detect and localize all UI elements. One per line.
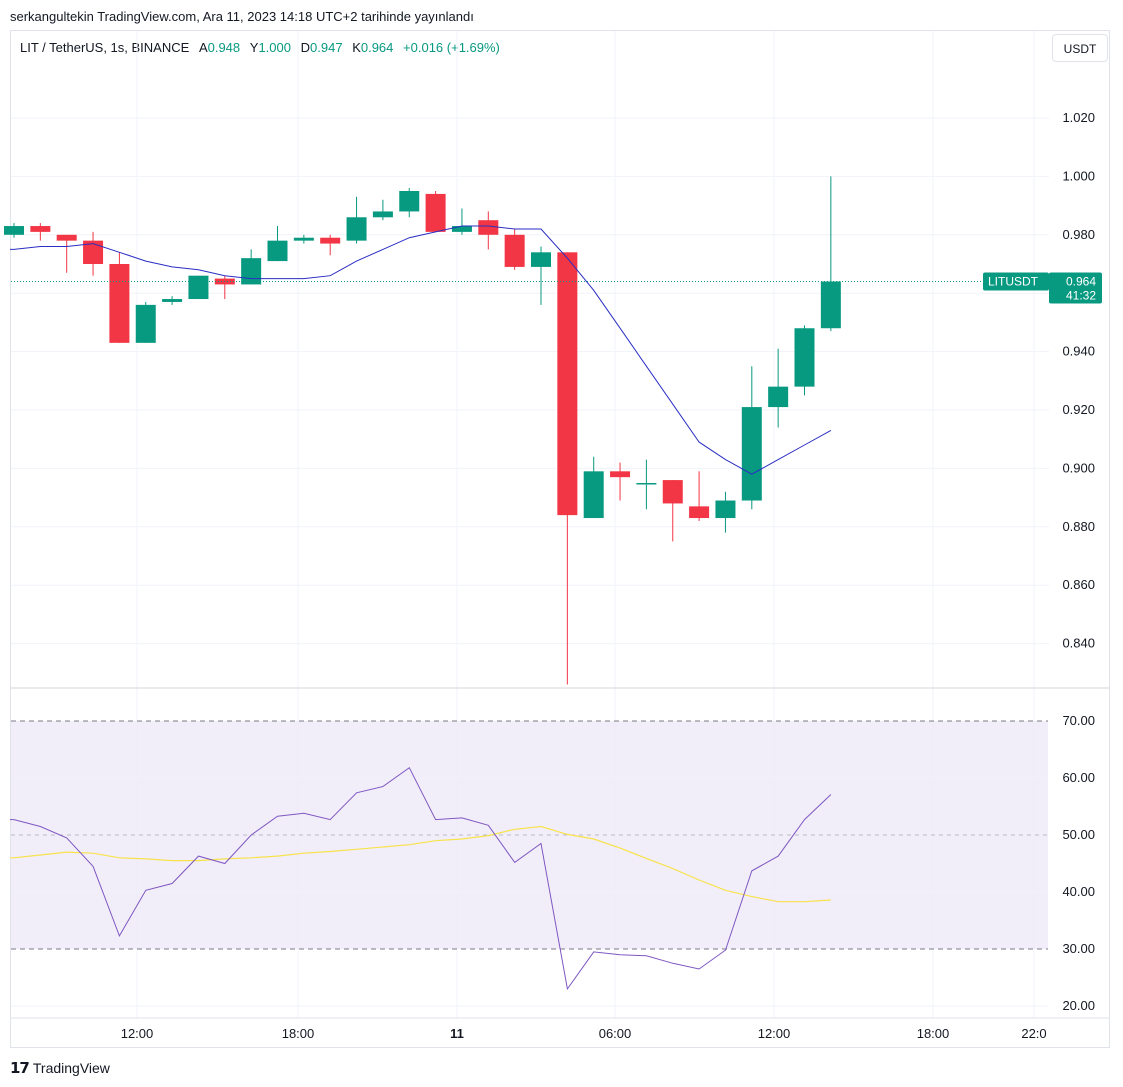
candle-body-7	[188, 275, 209, 300]
candle-body-15	[399, 191, 420, 212]
price-tick-2: 0.980	[1062, 227, 1095, 242]
open-value: 0.948	[207, 40, 241, 55]
price-tick-1: 1.000	[1062, 168, 1095, 183]
open-label: A	[198, 40, 208, 55]
rsi-tick-2: 50.00	[1062, 827, 1095, 842]
candle-body-24	[636, 483, 657, 485]
rsi-ma-line	[10, 825, 831, 903]
price-tick-7: 0.880	[1062, 519, 1095, 534]
price-tag-symbol-bg	[983, 272, 1049, 291]
price-tick-0: 1.020	[1062, 110, 1095, 125]
candle-body-23	[610, 471, 631, 478]
low-label: D	[300, 40, 311, 55]
price-axis: 1.0201.0000.9800.9600.9400.9200.9000.880…	[1062, 110, 1095, 1013]
price-tag-value: 0.964	[1066, 275, 1096, 289]
candle-body-18	[478, 220, 499, 235]
rsi-line	[10, 766, 832, 991]
rsi-lines	[10, 766, 832, 991]
time-tick-2: 11	[450, 1026, 464, 1041]
candles	[4, 176, 841, 685]
rsi-tick-5: 20.00	[1062, 998, 1095, 1013]
candle-body-4	[109, 264, 130, 343]
tradingview-logo-icon: 𝟭𝟳	[10, 1060, 30, 1077]
rsi-tick-4: 30.00	[1062, 941, 1095, 956]
candle-body-25	[662, 480, 683, 504]
published-note: serkangultekin TradingView.com, Ara 11, …	[10, 9, 474, 24]
candle-body-0	[4, 226, 24, 235]
candle-body-16	[425, 193, 446, 232]
candle-body-9	[241, 258, 262, 285]
candle-body-27	[715, 500, 736, 519]
candle-body-2	[56, 234, 77, 241]
price-tick-5: 0.920	[1062, 402, 1095, 417]
candle-body-17	[451, 226, 472, 232]
price-tick-6: 0.900	[1062, 460, 1095, 475]
low-value: 0.947	[310, 40, 343, 55]
candle-body-28	[741, 407, 762, 501]
high-value: 1.000	[258, 40, 291, 55]
price-tick-4: 0.940	[1062, 344, 1095, 359]
candle-body-11	[293, 237, 314, 241]
candle-body-29	[768, 386, 789, 408]
candle-body-14	[372, 211, 393, 218]
symbol-legend: LIT / TetherUS, 1s, BINANCE A0.948 Y1.00…	[20, 40, 500, 55]
candle-body-1	[30, 226, 51, 232]
candle-body-20	[531, 252, 551, 267]
time-tick-5: 18:00	[917, 1026, 950, 1041]
candle-body-31	[820, 281, 841, 329]
change-value: +0.016 (+1.69%)	[403, 40, 500, 55]
price-tick-9: 0.840	[1062, 636, 1095, 651]
candle-body-30	[794, 328, 815, 387]
candle-body-3	[83, 240, 104, 264]
price-tag-countdown: 41:32	[1066, 289, 1096, 303]
symbol-name[interactable]: LIT / TetherUS, 1s, BINANCE	[20, 40, 190, 55]
candle-body-10	[267, 240, 288, 262]
time-tick-1: 18:00	[282, 1026, 315, 1041]
high-label: Y	[249, 40, 259, 55]
price-tag-symbol: LITUSDT	[988, 275, 1039, 289]
time-axis: 12:00 18:00 11 06:00 12:00 18:00 22:0	[121, 1026, 1047, 1041]
candle-body-22	[583, 471, 604, 519]
time-tick-0: 12:00	[121, 1026, 154, 1041]
chart-frame	[10, 30, 1110, 1048]
rsi-tick-0: 70.00	[1062, 713, 1095, 728]
footer-brand: TradingView	[32, 1060, 110, 1076]
candle-body-13	[346, 217, 367, 241]
rsi-band	[11, 720, 1048, 1007]
candle-body-21	[557, 252, 578, 516]
time-tick-6: 22:0	[1021, 1026, 1046, 1041]
moving-average	[10, 225, 982, 475]
price-tick-8: 0.860	[1062, 577, 1095, 592]
time-tick-3: 06:00	[599, 1026, 632, 1041]
candle-body-12	[320, 237, 341, 244]
candle-body-5	[135, 304, 156, 343]
rsi-tick-1: 60.00	[1062, 770, 1095, 785]
currency-button[interactable]: USDT	[1052, 34, 1108, 62]
price-tag-bg	[1049, 272, 1102, 304]
candle-body-19	[504, 234, 525, 267]
candle-body-26	[689, 506, 710, 519]
close-label: K	[352, 40, 361, 55]
candle-body-6	[162, 299, 183, 302]
close-value: 0.964	[360, 40, 394, 55]
ma-line	[10, 225, 832, 475]
time-tick-4: 12:00	[758, 1026, 791, 1041]
rsi-tick-3: 40.00	[1062, 884, 1095, 899]
footer: 𝟭𝟳 TradingView	[10, 1059, 110, 1077]
